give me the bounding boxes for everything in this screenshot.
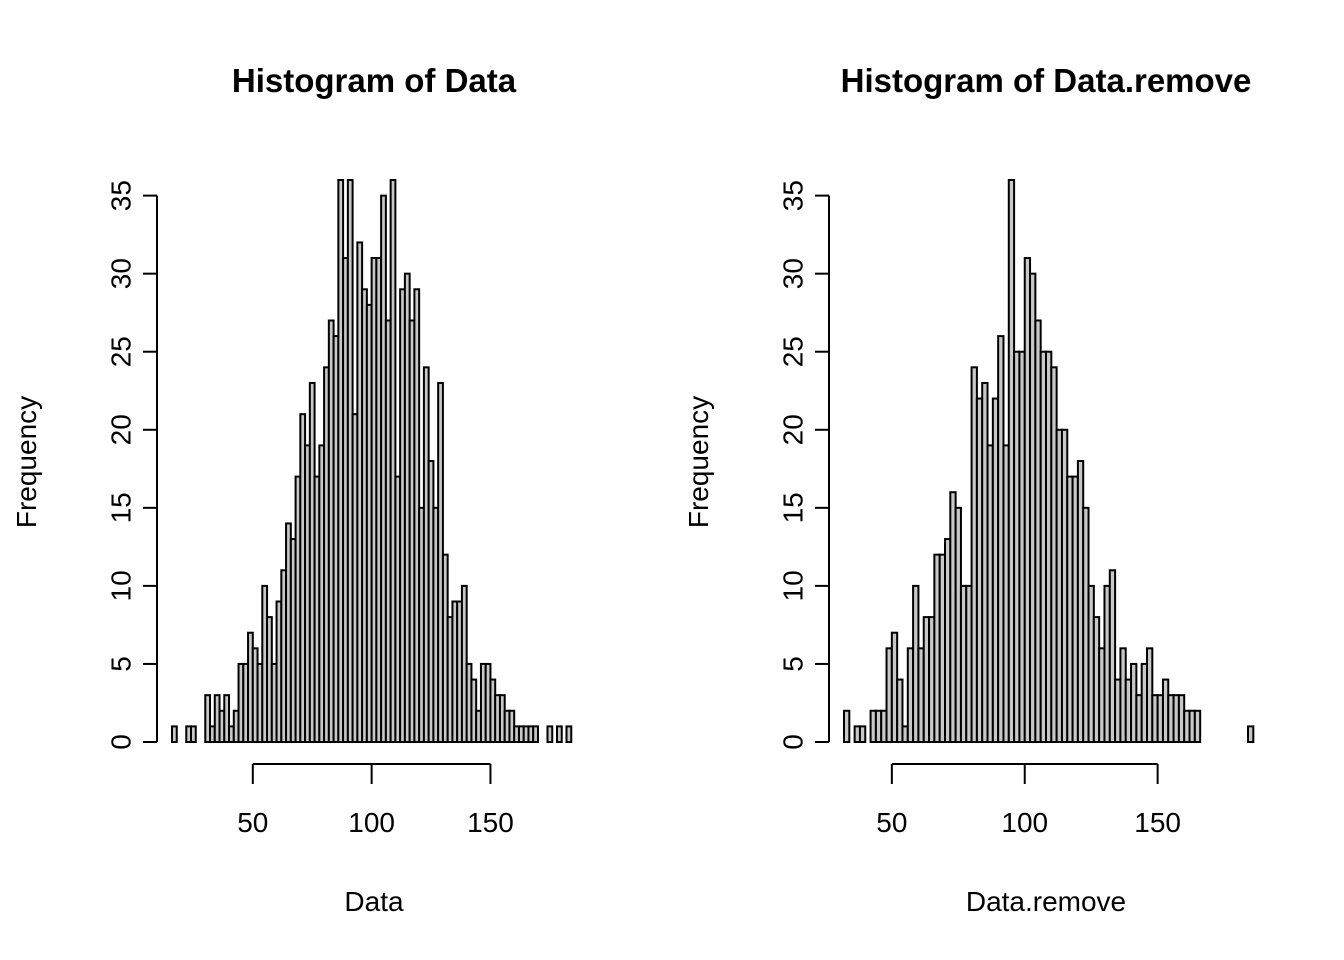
histogram-bar — [389, 179, 397, 743]
y-tick-label: 15 — [106, 492, 137, 523]
histogram-bar — [204, 694, 212, 744]
histogram-bar — [190, 725, 197, 744]
y-tick-label: 25 — [778, 336, 809, 367]
histogram-bar — [171, 725, 178, 744]
y-tick-label: 0 — [778, 734, 809, 750]
y-tick-label: 35 — [778, 180, 809, 211]
histogram-bar — [1108, 569, 1117, 743]
x-tick-label: 50 — [237, 807, 268, 838]
histogram-bar — [1193, 709, 1202, 743]
y-tick-label: 0 — [106, 734, 137, 750]
histogram-bar — [565, 725, 573, 744]
histogram-bar — [858, 725, 867, 744]
x-axis-label: Data — [344, 886, 404, 917]
histogram-bar — [532, 725, 539, 744]
x-tick-label: 150 — [467, 807, 514, 838]
y-tick-label: 20 — [106, 414, 137, 445]
y-tick-label: 20 — [778, 414, 809, 445]
histogram-bar — [555, 725, 563, 744]
y-tick-label: 25 — [106, 336, 137, 367]
y-tick-label: 35 — [106, 180, 137, 211]
chart-title: Histogram of Data.remove — [841, 62, 1252, 99]
y-tick-label: 10 — [778, 570, 809, 601]
y-axis-label: Frequency — [11, 396, 42, 528]
histogram-chart-data: Histogram of Data 0 5 10 15 20 25 30 35 50 100 15… — [11, 62, 573, 917]
histogram-bar — [843, 709, 851, 743]
bars-group — [843, 179, 1255, 744]
x-tick-label: 150 — [1134, 807, 1181, 838]
y-axis: 0 5 10 15 20 25 30 35 — [778, 180, 830, 750]
histogram-bar — [223, 694, 231, 744]
y-tick-label: 30 — [106, 258, 137, 289]
y-tick-label: 30 — [778, 258, 809, 289]
x-tick-label: 100 — [1001, 807, 1048, 838]
y-axis-label: Frequency — [683, 396, 714, 528]
histogram-bar — [1247, 725, 1255, 744]
y-axis: 0 5 10 15 20 25 30 35 — [106, 180, 158, 750]
x-axis: 50 100 150 — [876, 763, 1181, 838]
histogram-panel-data-remove: Histogram of Data.remove 0 5 10 15 20 25 30 35 … — [672, 0, 1344, 960]
histogram-bar — [546, 725, 554, 744]
y-tick-label: 5 — [106, 656, 137, 672]
y-tick-label: 10 — [106, 570, 137, 601]
y-tick-label: 15 — [778, 492, 809, 523]
histogram-bar — [896, 678, 904, 743]
x-tick-label: 100 — [348, 807, 395, 838]
x-axis: 50 100 150 — [237, 763, 514, 838]
y-tick-label: 5 — [778, 656, 809, 672]
chart-title: Histogram of Data — [232, 62, 517, 99]
bars-group — [171, 179, 573, 744]
histogram-panel-data: Histogram of Data 0 5 10 15 20 25 30 35 50 100 15… — [11, 62, 573, 917]
x-axis-label: Data.remove — [966, 886, 1126, 917]
x-tick-label: 50 — [876, 807, 907, 838]
histogram-chart-data-remove: Histogram of Data.remove 05101520253035 … — [683, 62, 1255, 917]
